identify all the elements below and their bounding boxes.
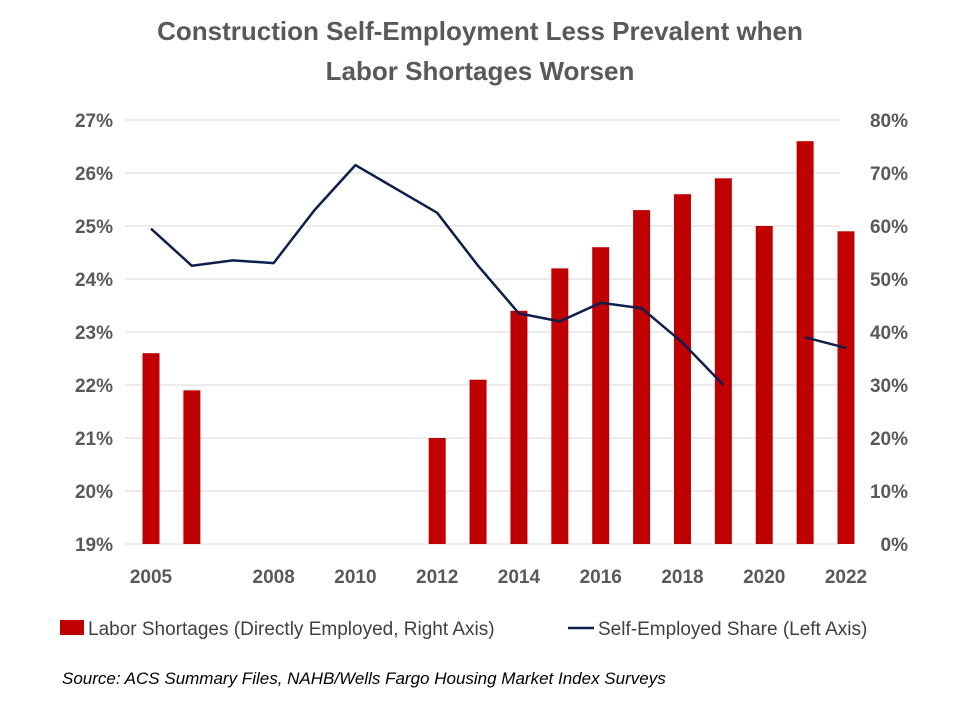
right-axis-tick-label: 80% bbox=[870, 111, 908, 132]
source-note: Source: ACS Summary Files, NAHB/Wells Fa… bbox=[62, 669, 666, 688]
bar-2013 bbox=[469, 379, 487, 544]
x-axis-tick-label: 2018 bbox=[661, 567, 703, 588]
left-axis-tick-label: 26% bbox=[75, 164, 113, 185]
legend-swatch-bars bbox=[60, 620, 84, 635]
right-axis-tick-label: 10% bbox=[870, 482, 908, 503]
left-axis-tick-label: 25% bbox=[75, 217, 113, 238]
x-axis-tick-label: 2016 bbox=[580, 567, 622, 588]
left-axis-tick-label: 20% bbox=[75, 482, 113, 503]
right-axis-tick-label: 20% bbox=[870, 429, 908, 450]
right-axis-tick-label: 50% bbox=[870, 270, 908, 291]
x-axis-tick-label: 2012 bbox=[416, 567, 458, 588]
right-axis-tick-label: 0% bbox=[881, 535, 909, 556]
right-axis-tick-label: 60% bbox=[870, 217, 908, 238]
right-axis-tick-label: 70% bbox=[870, 164, 908, 185]
bar-2022 bbox=[837, 231, 855, 545]
right-axis-ticks: 80% 70% 60% 50% 40% 30% 20% 10% 0% bbox=[870, 111, 908, 556]
left-axis-tick-label: 27% bbox=[75, 111, 113, 132]
left-axis-tick-label: 23% bbox=[75, 323, 113, 344]
line-segment-0 bbox=[150, 163, 725, 386]
legend: Labor Shortages (Directly Employed, Righ… bbox=[60, 619, 867, 640]
line-segment-1 bbox=[804, 336, 847, 350]
x-axis-tick-label: 2010 bbox=[334, 567, 376, 588]
left-axis-ticks: 27% 26% 25% 24% 23% 22% 21% 20% 19% bbox=[75, 111, 113, 556]
x-axis-tick-label: 2014 bbox=[498, 567, 541, 588]
bar-2020 bbox=[755, 226, 773, 544]
right-axis-tick-label: 30% bbox=[870, 376, 908, 397]
right-axis-tick-label: 40% bbox=[870, 323, 908, 344]
bar-series bbox=[142, 141, 855, 545]
chart-title-line-2: Labor Shortages Worsen bbox=[326, 56, 635, 86]
bar-2018 bbox=[673, 194, 691, 544]
left-axis-tick-label: 24% bbox=[75, 270, 113, 291]
bar-2021 bbox=[796, 141, 814, 544]
left-axis-tick-label: 22% bbox=[75, 376, 113, 397]
x-axis-ticks: 2005 2008 2010 2012 2014 2016 2018 2020 2022 bbox=[130, 567, 867, 588]
line-series bbox=[150, 163, 847, 386]
x-axis-tick-label: 2005 bbox=[130, 567, 173, 588]
bar-2015 bbox=[551, 268, 569, 544]
bar-2014 bbox=[510, 310, 528, 544]
left-axis-tick-label: 21% bbox=[75, 429, 113, 450]
x-axis-tick-label: 2008 bbox=[253, 567, 295, 588]
x-axis-tick-label: 2022 bbox=[825, 567, 867, 588]
legend-label-line: Self-Employed Share (Left Axis) bbox=[598, 619, 867, 640]
bar-2017 bbox=[633, 210, 651, 544]
bar-2006 bbox=[183, 390, 201, 544]
chart-title-line-1: Construction Self-Employment Less Preval… bbox=[157, 16, 803, 46]
legend-label-bars: Labor Shortages (Directly Employed, Righ… bbox=[88, 619, 495, 640]
bar-2019 bbox=[714, 178, 732, 545]
x-axis-tick-label: 2020 bbox=[743, 567, 785, 588]
bar-2016 bbox=[592, 247, 610, 544]
bar-2005 bbox=[142, 353, 160, 544]
bar-2012 bbox=[428, 438, 446, 544]
left-axis-tick-label: 19% bbox=[75, 535, 113, 556]
